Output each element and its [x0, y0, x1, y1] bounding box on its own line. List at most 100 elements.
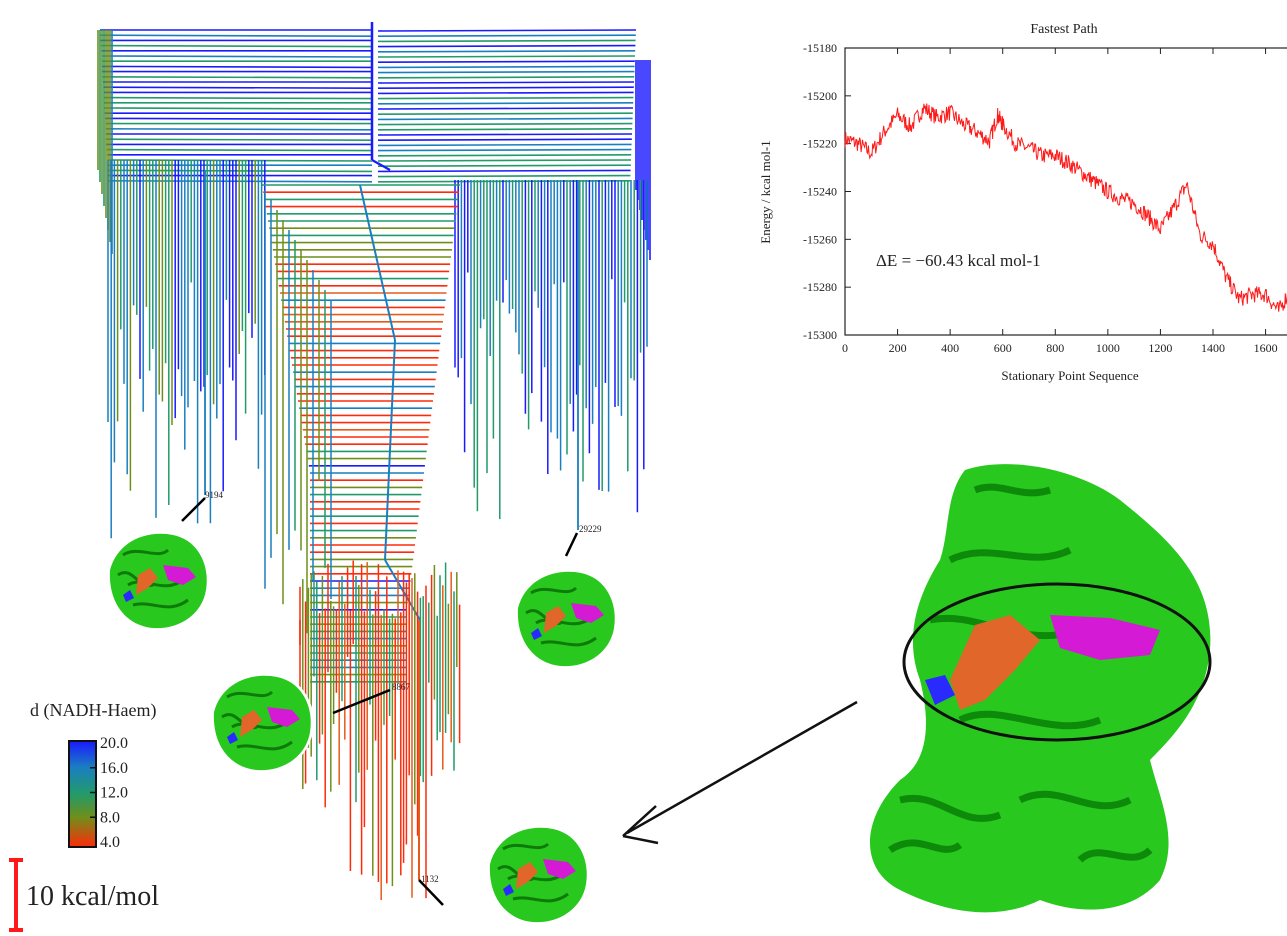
chart-title: Fastest Path	[1030, 22, 1097, 37]
minimum-label-29229: 29229	[564, 524, 602, 557]
y-axis-label: Energy / kcal mol-1	[758, 140, 773, 243]
colorbar: d (NADH-Haem) 20.0 16.0 12.0 8.0 4.0	[30, 700, 156, 851]
graph-edge	[108, 169, 373, 173]
energy-scale-bar: 10 kcal/mol	[9, 858, 159, 932]
colorbar-tick-label: 20.0	[100, 735, 128, 752]
y-axis-ticks: -15180 -15200 -15220 -15240 -15260 -15280 -153…	[803, 41, 851, 342]
graph-edge	[377, 143, 632, 147]
x-tick-label: 600	[994, 341, 1012, 355]
y-tick-label: -15260	[803, 232, 837, 246]
x-tick-label: 0	[842, 341, 848, 355]
svg-text:8867: 8867	[392, 682, 411, 692]
minimum-label-9194: 9194	[181, 490, 224, 522]
graph-edge	[108, 180, 373, 183]
x-tick-label: 1400	[1201, 341, 1225, 355]
colorbar-tick-label: 16.0	[100, 760, 128, 777]
delta-e-annotation: ΔE = −60.43 kcal mol-1	[876, 251, 1041, 270]
graph-edge	[377, 76, 635, 79]
graph-edge	[377, 60, 635, 63]
graph-edge	[377, 122, 633, 126]
scale-bar-label: 10 kcal/mol	[26, 881, 159, 912]
graph-edge	[377, 148, 632, 152]
y-tick-label: -15240	[803, 185, 837, 199]
y-tick-label: -15300	[803, 328, 837, 342]
graph-edge	[100, 34, 373, 37]
callout-arrow	[622, 700, 858, 845]
graph-edge	[102, 65, 373, 69]
graph-edge	[377, 174, 631, 178]
protein-thumbnail-8867	[208, 668, 316, 776]
graph-edge	[100, 44, 373, 48]
graph-edge	[377, 39, 636, 43]
graph-edge	[377, 112, 633, 115]
graph-edge	[377, 164, 631, 167]
protein-thumbnail-1132	[484, 820, 592, 928]
protein-structure-large	[870, 464, 1212, 913]
graph-edge	[377, 117, 633, 121]
graph-edge	[384, 339, 396, 561]
x-tick-label: 800	[1046, 341, 1064, 355]
graph-edge	[377, 86, 634, 89]
graph-edge	[371, 159, 391, 171]
minimum-label-1132: 1132	[418, 874, 444, 906]
graph-edge	[101, 55, 373, 58]
disconnectivity-graph	[97, 22, 651, 900]
graph-edge	[377, 50, 636, 53]
graph-edge	[377, 65, 635, 69]
y-tick-label: -15280	[803, 280, 837, 294]
graph-edge	[102, 76, 373, 79]
graph-edge	[377, 138, 632, 141]
x-tick-label: 400	[941, 341, 959, 355]
x-tick-label: 1200	[1148, 341, 1172, 355]
graph-edge	[103, 96, 373, 100]
graph-edge	[103, 86, 373, 89]
graph-edge	[377, 96, 634, 100]
y-tick-label: -15200	[803, 89, 837, 103]
colorbar-tick-label: 12.0	[100, 785, 128, 802]
y-tick-label: -15180	[803, 41, 837, 55]
graph-edge	[377, 29, 637, 32]
energy-series-line	[844, 103, 1287, 312]
x-tick-label: 1000	[1096, 341, 1120, 355]
graph-edge	[377, 44, 636, 48]
svg-text:29229: 29229	[579, 524, 602, 534]
graph-edge	[105, 128, 373, 131]
fastest-path-chart: Fastest Path -15180-15200-15220-15240-15…	[758, 22, 1287, 383]
graph-edge	[377, 55, 636, 58]
graph-edge	[377, 133, 633, 136]
x-tick-label: 1600	[1254, 341, 1278, 355]
y-tick-label: -15220	[803, 137, 837, 151]
graph-edge	[377, 91, 634, 95]
svg-text:1132: 1132	[421, 874, 439, 884]
graph-edge	[377, 159, 632, 162]
graph-edge	[104, 107, 373, 110]
graph-edge	[377, 180, 631, 183]
colorbar-gradient	[68, 740, 97, 848]
colorbar-tick-labels: 20.0 16.0 12.0 8.0 4.0	[90, 735, 128, 851]
protein-thumbnail-9194	[104, 526, 212, 634]
graph-edge	[106, 138, 373, 141]
minimum-label-8867: 8867	[332, 682, 411, 715]
graph-edge	[377, 128, 633, 131]
graph-edge	[377, 154, 632, 157]
protein-thumbnail-29229	[512, 564, 620, 672]
colorbar-tick-label: 4.0	[100, 834, 120, 851]
graph-edge	[377, 169, 631, 173]
svg-text:9194: 9194	[205, 490, 224, 500]
graph-edge	[105, 117, 373, 121]
graph-edge	[377, 70, 635, 74]
colorbar-tick-label: 8.0	[100, 809, 120, 826]
graph-edge	[377, 102, 634, 105]
graph-edge	[377, 81, 635, 84]
binding-site-ellipse	[902, 582, 1212, 742]
x-axis-label: Stationary Point Sequence	[1001, 368, 1138, 383]
x-tick-label: 200	[889, 341, 907, 355]
graph-edge	[359, 184, 396, 341]
graph-edge	[106, 148, 373, 152]
x-axis-ticks: 0 200 400 600 800 1000 1200 1400 1600	[842, 48, 1278, 355]
graph-edge	[377, 34, 636, 37]
colorbar-title: d (NADH-Haem)	[30, 700, 156, 721]
plot-frame	[844, 47, 1287, 336]
